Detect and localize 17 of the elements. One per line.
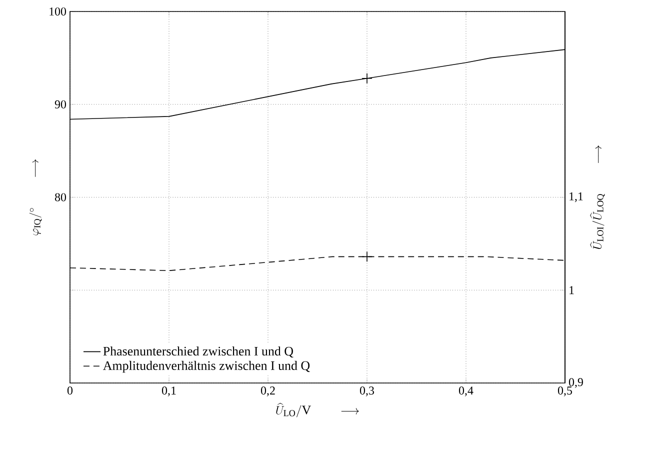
x-tick-label: 0,4 [458,386,474,396]
x-tick-label: 0,1 [162,386,176,396]
x-tick-label: 0 [67,386,73,395]
x-axis-title: $\widehat{U}_{\mathrm{LO}}/\mathrm{V}\qquad\longrightarrow$ [276,402,359,418]
y2-axis-title: $\widehat{U}_{\mathrm{LOI}}/\widehat{U}_{\mathrm{LOQ}}\qquad\longrightarrow$ [590,145,605,249]
x-tick-label: 0,2 [260,386,275,396]
x-tick-label: 0,3 [360,386,374,396]
x-tick-label: 0,5 [558,386,572,396]
y2-tick-label: 0,9 [568,378,583,388]
y-tick-label: 90 [54,100,66,108]
legend-label: Amplitudenverhältnis zwischen I und Q [103,360,310,373]
legend-label: Phasenunterschied zwischen I und Q [103,346,294,358]
y2-tick-label: 1 [570,286,574,294]
y-tick-label: 100 [50,7,66,16]
y-tick-label: 80 [54,193,66,202]
y2-tick-label: 1,1 [570,192,583,202]
y-axis-title: $\varphi_{\mathrm{IQ}}/^{\circ}\qquad\longrightarrow$ [29,159,42,236]
